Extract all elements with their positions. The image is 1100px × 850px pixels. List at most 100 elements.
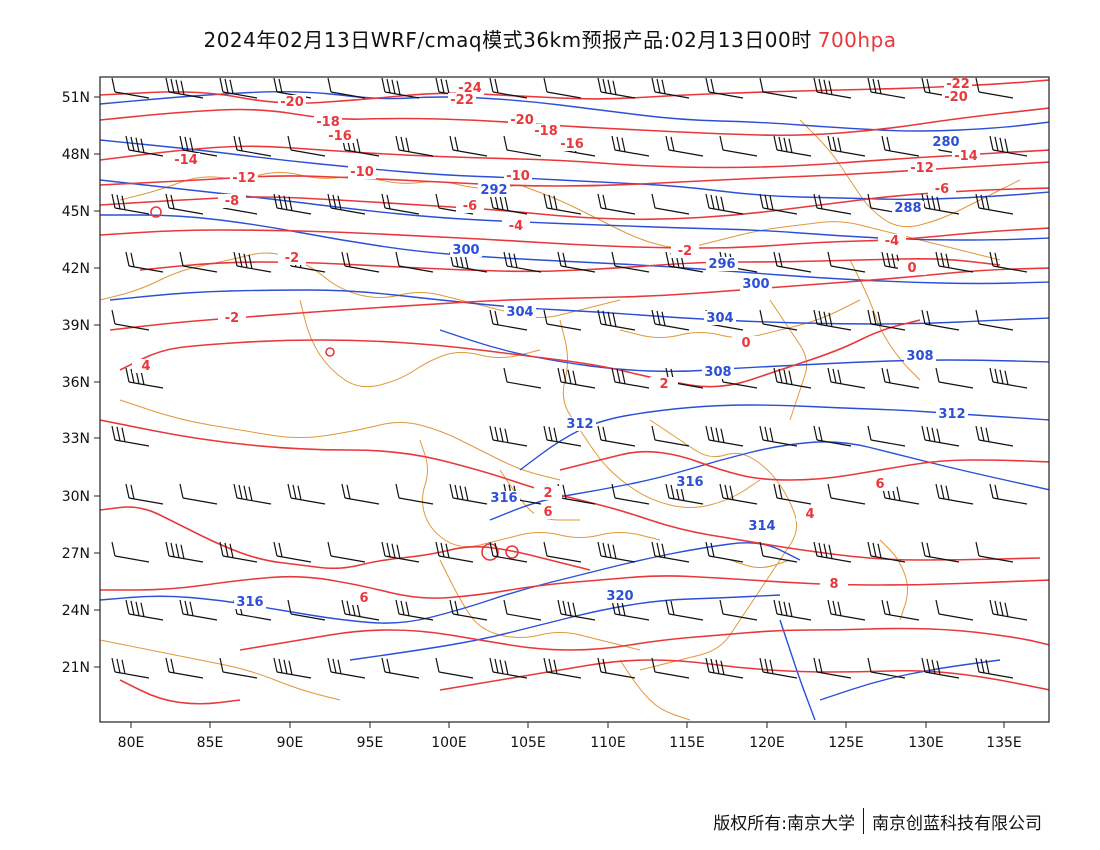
temperature-label: -10 — [506, 169, 530, 184]
temperature-ring — [150, 206, 162, 218]
wind-barb — [611, 251, 650, 273]
temperature-label: -22 — [946, 77, 970, 92]
lon-tick-label: 130E — [908, 735, 944, 751]
temperature-label-bg — [350, 591, 378, 605]
temperature-labels: -24-22-22-20-20-20-18-18-16-16-14 -14-12-… — [132, 77, 980, 606]
temperature-label: 2 — [659, 377, 668, 392]
height-contour — [349, 594, 781, 661]
wind-barb — [989, 367, 1028, 389]
wind-barb — [665, 135, 704, 157]
wind-barb — [651, 77, 690, 99]
temperature-contour — [100, 227, 1049, 249]
wind-barb — [935, 483, 974, 505]
wind-barb — [989, 483, 1028, 505]
wind-barb — [881, 367, 920, 389]
temperature-label: -4 — [509, 219, 523, 234]
wind-barb — [557, 251, 596, 273]
wind-barb — [287, 599, 326, 621]
temperature-label-bg — [218, 194, 246, 208]
border-line — [419, 439, 661, 548]
temperature-label: -4 — [885, 234, 899, 249]
height-contour — [100, 139, 1049, 201]
height-label-bg — [740, 277, 772, 291]
temperature-label: -12 — [910, 161, 934, 176]
height-contour — [779, 619, 816, 721]
wind-barb — [489, 193, 528, 215]
height-label-bg — [892, 201, 924, 215]
temperature-label-bg — [456, 199, 484, 213]
wind-barb — [449, 599, 488, 621]
lon-tick-label: 135E — [986, 735, 1022, 751]
wind-barb — [719, 135, 758, 157]
height-label-bg — [746, 519, 778, 533]
wind-barb — [827, 135, 866, 157]
temperature-label-bg — [866, 477, 894, 491]
height-label: 304 — [506, 305, 533, 320]
wind-barb — [719, 599, 758, 621]
lon-tick-label: 105E — [510, 735, 546, 751]
temperature-contour — [100, 145, 1049, 169]
height-label: 292 — [480, 183, 507, 198]
wind-barb — [705, 425, 744, 447]
wind-barb — [651, 309, 690, 331]
height-label-bg — [478, 183, 510, 197]
temperature-label: 0 — [907, 261, 916, 276]
wind-barb — [813, 541, 852, 563]
height-label: 304 — [706, 311, 733, 326]
wind-barb — [827, 251, 866, 273]
wind-barb — [597, 425, 636, 447]
wind-barb — [597, 541, 636, 563]
latitude-axis: 51N 48N 45N 42N 39N 36N 33N 30N 27N 24N 21N — [62, 90, 100, 676]
height-label-bg — [234, 595, 266, 609]
border-line — [619, 299, 861, 338]
temperature-contour — [100, 575, 1049, 599]
height-label: 308 — [704, 365, 731, 380]
wind-barb — [327, 541, 366, 563]
wind-barb — [165, 541, 204, 563]
temperature-label: -12 — [232, 171, 256, 186]
wind-barb — [287, 135, 326, 157]
temperature-label: -6 — [463, 199, 477, 214]
height-contour — [819, 659, 1001, 701]
wind-barb — [489, 309, 528, 331]
temperature-label-bg — [928, 182, 956, 196]
wind-barb — [827, 483, 866, 505]
wind-barb — [597, 77, 636, 99]
height-label-bg — [674, 475, 706, 489]
wind-barb — [773, 483, 812, 505]
temperature-label-bg — [326, 129, 354, 143]
temperature-label: -16 — [328, 129, 352, 144]
height-label: 288 — [894, 201, 921, 216]
wind-barb — [111, 541, 150, 563]
height-label-bg — [930, 135, 962, 149]
wind-barb — [435, 541, 474, 563]
wind-barb — [867, 309, 906, 331]
wind-barb — [611, 367, 650, 389]
wind-barb — [813, 309, 852, 331]
lon-tick-label: 95E — [357, 735, 384, 751]
temperature-label-bg — [908, 161, 936, 175]
temperature-label: -2 — [285, 251, 299, 266]
wind-barb — [125, 483, 164, 505]
temperature-contour — [100, 419, 1041, 561]
lat-tick-label: 27N — [62, 546, 90, 562]
temperature-label-bg — [650, 377, 678, 391]
wind-barb — [651, 425, 690, 447]
title-main: 2024年02月13日WRF/cmaq模式36km预报产品:02月13日00时 — [203, 28, 812, 52]
wind-barb — [597, 657, 636, 679]
temperature-label: -20 — [280, 95, 304, 110]
title-level: 700hpa — [817, 28, 897, 52]
height-label-bg — [706, 257, 738, 271]
wind-barb — [813, 77, 852, 99]
wind-barb — [381, 541, 420, 563]
wind-barb — [651, 657, 690, 679]
temperature-label: 6 — [543, 505, 552, 520]
temperature-label: -22 — [450, 93, 474, 108]
temperature-contour — [119, 679, 241, 705]
temperature-label: -2 — [225, 311, 239, 326]
wind-barb — [165, 77, 204, 99]
wind-barb — [125, 251, 164, 273]
temperature-label: 6 — [359, 591, 368, 606]
footer-right: 南京创蓝科技有限公司 — [872, 813, 1042, 834]
